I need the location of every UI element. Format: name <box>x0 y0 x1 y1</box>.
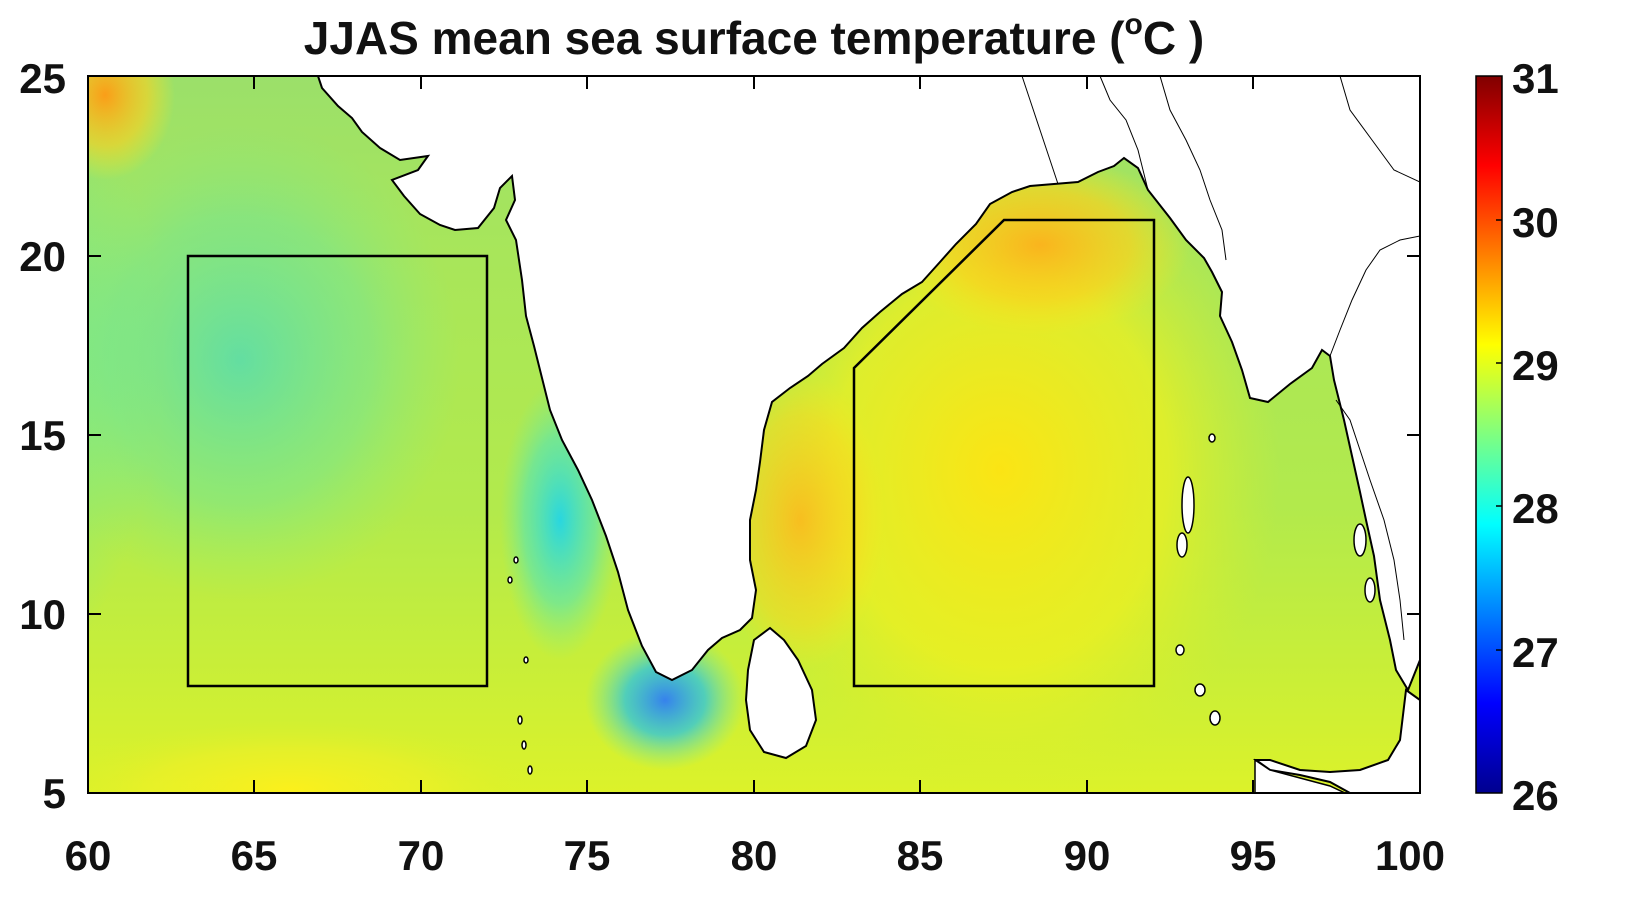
land-sri-lanka <box>744 626 818 760</box>
x-tick-label: 95 <box>1230 832 1277 879</box>
colorbar-tick-labels: 31 30 29 28 27 26 <box>1512 55 1559 819</box>
colorbar-tick-label: 29 <box>1512 342 1559 389</box>
colorbar-tick-label: 31 <box>1512 55 1559 102</box>
x-tick-label: 85 <box>897 832 944 879</box>
cool-arabian-interior <box>88 120 460 600</box>
y-tick-label: 10 <box>19 591 66 638</box>
islands <box>507 433 1376 775</box>
land-india <box>316 76 1420 693</box>
x-tick-label: 80 <box>731 832 778 879</box>
x-tick-label: 65 <box>231 832 278 879</box>
colorbar-tick-label: 30 <box>1512 199 1559 246</box>
map-title: JJAS mean sea surface temperature (oC ) <box>304 8 1204 64</box>
x-tick-label: 70 <box>398 832 445 879</box>
colorbar-tick-label: 26 <box>1512 772 1559 819</box>
land-sumatra-tip <box>1254 758 1346 793</box>
x-tick-label: 60 <box>65 832 112 879</box>
yellow-south-arabian <box>88 720 530 793</box>
y-tick-labels: 25 20 15 10 5 <box>19 55 66 817</box>
arabian-sea-box <box>186 254 489 688</box>
colorbar-tick-marks <box>1496 219 1502 651</box>
colorbar-tick-label: 27 <box>1512 629 1559 676</box>
warm-northwest-corner <box>88 76 175 180</box>
y-tick-label: 5 <box>43 770 66 817</box>
x-tick-marks <box>87 76 1421 793</box>
y-tick-marks <box>88 75 1420 794</box>
y-tick-label: 15 <box>19 412 66 459</box>
hot-southeast-corner <box>1210 643 1420 793</box>
country-borders <box>1021 76 1420 641</box>
x-tick-label: 100 <box>1375 832 1445 879</box>
y-tick-label: 25 <box>19 55 66 102</box>
y-tick-label: 20 <box>19 233 66 280</box>
x-tick-label: 75 <box>564 832 611 879</box>
bay-of-bengal-box <box>852 218 1156 688</box>
colorbar-tick-label: 28 <box>1512 485 1559 532</box>
cool-cape-region <box>585 630 745 770</box>
x-tick-label: 90 <box>1064 832 1111 879</box>
x-tick-labels: 60 65 70 75 80 85 90 95 100 <box>65 832 1445 879</box>
colorbar <box>1475 75 1503 794</box>
